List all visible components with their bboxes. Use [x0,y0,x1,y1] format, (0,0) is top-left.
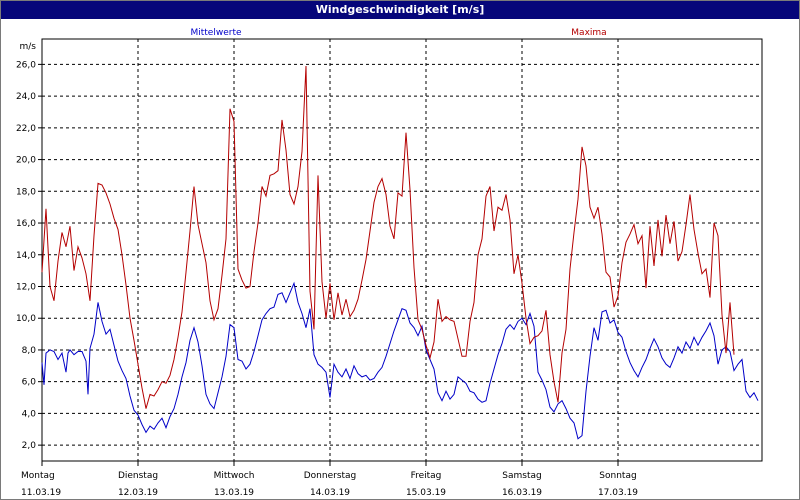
x-tick-label-date: 17.03.19 [598,488,638,498]
series-line-mittelwerte [41,281,759,440]
x-tick-label-date: 12.03.19 [118,488,158,498]
y-tick-label: 26,0 [16,60,36,70]
x-tick-label-date: 11.03.19 [21,488,61,498]
x-tick-label-day: Samstag [502,471,541,481]
y-axis-unit: m/s [20,42,37,52]
legend-label-maxima: Maxima [571,28,606,38]
y-tick-label: 12,0 [16,282,36,292]
x-tick-label-day: Freitag [411,471,442,481]
y-tick-label: 4,0 [22,409,37,419]
window-title: Windgeschwindigkeit [m/s] [1,1,799,19]
plot-area [41,38,763,462]
y-tick-label: 18,0 [16,187,36,197]
y-tick-label: 22,0 [16,124,36,134]
series-line-maxima [41,65,735,409]
legend-label-mittelwerte: Mittelwerte [190,28,241,38]
x-tick-label-day: Montag [21,471,55,481]
y-tick-label: 8,0 [22,346,37,356]
x-tick-label-day: Donnerstag [304,471,357,481]
x-tick-label-date: 14.03.19 [310,488,350,498]
x-tick-label-date: 15.03.19 [406,488,446,498]
y-tick-label: 10,0 [16,314,36,324]
wind-speed-chart: 2,0 4,0 6,0 8,0 10,0 12,0 14,0 16,0 18,0 20,0 22,0… [16,28,763,498]
x-tick-label-day: Mittwoch [214,471,255,481]
x-tick-label-date: 16.03.19 [502,488,542,498]
y-tick-label: 2,0 [22,441,37,451]
y-tick-label: 24,0 [16,92,36,102]
y-tick-label: 6,0 [22,378,37,388]
y-tick-label: 16,0 [16,219,36,229]
x-tick-label-day: Sonntag [599,471,636,481]
y-tick-label: 20,0 [16,156,36,166]
x-tick-label-day: Dienstag [118,471,158,481]
y-tick-label: 14,0 [16,251,36,261]
x-tick-label-date: 13.03.19 [214,488,254,498]
